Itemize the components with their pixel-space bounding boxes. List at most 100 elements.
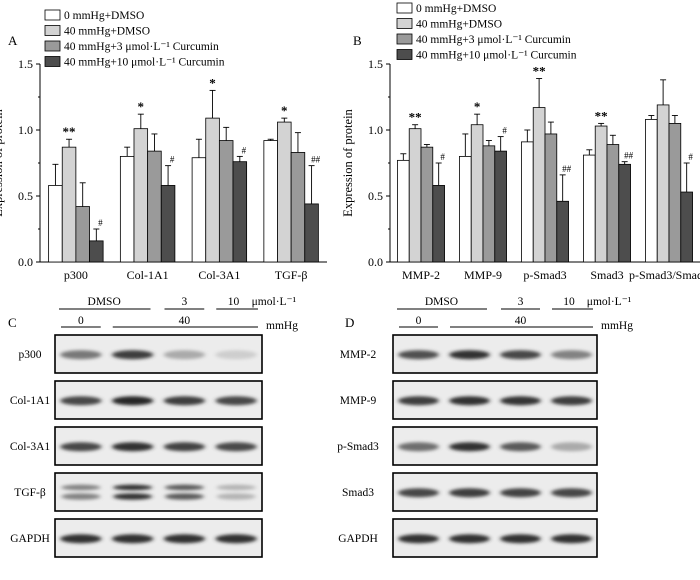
a-bar [263,140,278,263]
c-blot-row-label: p300 [19,349,42,361]
d-dose-unit: μmol·L⁻¹ [587,296,632,308]
a-y-tick-label: 0.0 [18,255,33,269]
b-x-tick-label: Smad3 [590,268,623,282]
a-bar [304,203,319,263]
b-bar [656,104,670,263]
c-blot-strip [54,472,263,512]
a-bar [290,152,306,263]
a-bar [191,157,207,263]
c-band [112,484,153,491]
d-band [398,396,439,406]
b-bar [606,144,620,263]
a-significance-mark: * [209,75,216,90]
a-legend-label-0: 0 mmHg+DMSO [64,10,144,22]
c-pressure0-label: 0 [78,315,84,327]
b-x-tick-label: MMP-2 [402,268,440,282]
c-band [215,442,257,452]
a-bar [48,185,63,263]
b-bar [397,159,410,263]
b-bar [408,128,422,263]
b-bar [583,154,596,263]
c-band [111,442,154,452]
bar-chart-a: 0.0 0.5 1.0 1.5 Expression of protein p300 Col… [0,57,327,282]
d-panel-label: D [345,315,354,330]
a-bar [89,240,104,263]
legend-a: 0 mmHg+DMSO 40 mmHg+DMSO 40 mmHg+3 μmol·L⁻… [44,9,225,69]
d-dose10-label: 10 [563,296,575,308]
b-y-tick-label: 0.5 [368,189,383,203]
d-band [500,396,541,406]
a-significance-mark: * [281,103,288,118]
c-dose-unit: μmol·L⁻¹ [252,296,297,308]
c-dose3-label: 3 [182,296,188,308]
c-dose10-label: 10 [228,296,240,308]
c-blot-row-label: Col-1A1 [10,395,51,407]
a-significance-mark: ## [311,155,321,165]
b-bar [645,119,658,263]
d-pressure-unit: mmHg [601,320,633,332]
a-x-tick-label: Col-3A1 [198,268,240,282]
a-significance-mark: # [98,218,103,228]
d-band [500,350,541,360]
b-significance-mark: # [502,126,507,136]
b-bar [470,124,484,263]
b-y-tick-label: 1.0 [368,123,383,137]
c-blot-row-label: TGF-β [14,487,46,499]
a-x-tick-label: Col-1A1 [127,268,169,282]
d-band [449,442,490,452]
d-band [449,350,490,360]
d-blot-row-label: GAPDH [338,533,378,545]
b-x-tick-label: p-Smad3/Smad3 [629,268,700,282]
a-legend-label-2: 40 mmHg+3 μmol·L⁻¹ Curcumin [64,41,219,53]
a-bar [218,140,234,263]
b-significance-mark: ** [409,110,422,125]
d-blot-row-label: MMP-9 [340,395,377,407]
panel-label-b: B [353,33,362,48]
a-bar [205,117,220,263]
b-bar [532,107,546,263]
c-band [111,396,154,406]
a-bar [277,121,292,263]
b-bar [420,146,434,263]
a-x-tick-label: TGF-β [275,268,308,282]
d-pressure0-label: 0 [416,315,422,327]
d-dose3-label: 3 [518,296,524,308]
d-band [551,396,592,406]
c-band [60,534,102,544]
a-bar [147,150,162,263]
c-pressure-unit: mmHg [266,320,298,332]
b-x-tick-label: p-Smad3 [523,268,566,282]
b-significance-mark: # [440,152,445,162]
a-y-tick-label: 0.5 [18,189,33,203]
b-significance-mark: ## [624,151,634,161]
c-band [216,484,256,491]
b-legend-label-1: 40 mmHg+DMSO [416,19,502,31]
c-band [164,493,205,500]
b-legend-label-3: 40 mmHg+10 μmol·L⁻¹ Curcumin [416,50,577,62]
b-bar [618,163,631,263]
b-bar [459,155,472,263]
b-significance-mark: ## [562,164,572,174]
b-significance-mark: * [474,99,481,114]
b-y-tick-label: 1.5 [368,57,383,71]
c-band [215,534,257,544]
d-blot-row-label: p-Smad3 [337,441,379,453]
d-blot-row-label: MMP-2 [340,349,377,361]
c-blot-row-label: GAPDH [10,533,50,545]
b-bar [494,150,507,263]
b-legend-label-2: 40 mmHg+3 μmol·L⁻¹ Curcumin [416,34,571,46]
a-bar [232,161,248,263]
c-band [164,484,205,491]
panel-label-a: A [8,33,18,48]
western-blot-d: D DMSO 3 10 μmol·L⁻¹ 0 40 mmHg MMP-2 MMP-9 p-Smad3… [337,296,633,558]
a-bar [133,128,149,263]
b-bar [556,200,569,263]
c-band [215,396,257,406]
a-x-tick-label: p300 [64,268,88,282]
b-significance-mark: ** [595,108,608,123]
c-band [163,442,206,452]
c-band [111,350,154,360]
c-blot-strip [54,380,263,420]
b-legend-swatch-2 [396,33,413,45]
a-bar [75,206,90,263]
